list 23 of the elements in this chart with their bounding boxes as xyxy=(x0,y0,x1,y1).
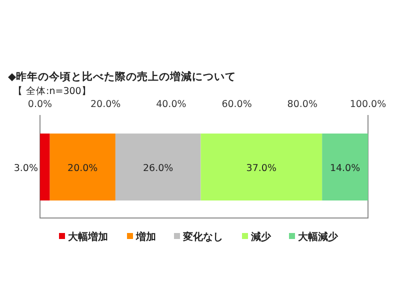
x-tick-label: 40.0% xyxy=(156,99,186,110)
legend-label: 大幅増加 xyxy=(67,231,108,243)
x-tick-label: 20.0% xyxy=(90,99,121,110)
bar xyxy=(322,134,368,200)
legend-label: 増加 xyxy=(135,231,156,243)
bar xyxy=(40,134,50,200)
data-label: 3.0% xyxy=(14,163,38,174)
data-label: 26.0% xyxy=(142,163,174,174)
legend-label: 変化なし xyxy=(182,231,223,243)
x-tick-label: 100.0% xyxy=(350,99,386,110)
legend-label: 減少 xyxy=(250,231,272,243)
x-tick-label: 80.0% xyxy=(287,99,318,110)
x-tick-label: 0.0% xyxy=(28,99,52,110)
data-label: 37.0% xyxy=(246,163,276,174)
bar xyxy=(50,134,116,200)
chart-subtitle: 【 全体:n=300】 xyxy=(13,85,92,97)
chart-title: ◆昨年の今頃と比べた際の売上の増減について xyxy=(8,70,236,83)
bar xyxy=(115,134,201,200)
x-tick-label: 60.0% xyxy=(222,99,252,110)
legend-label: 大幅減少 xyxy=(297,231,339,243)
data-label: 14.0% xyxy=(330,163,360,174)
bar xyxy=(200,134,322,200)
data-label: 20.0% xyxy=(68,163,98,174)
